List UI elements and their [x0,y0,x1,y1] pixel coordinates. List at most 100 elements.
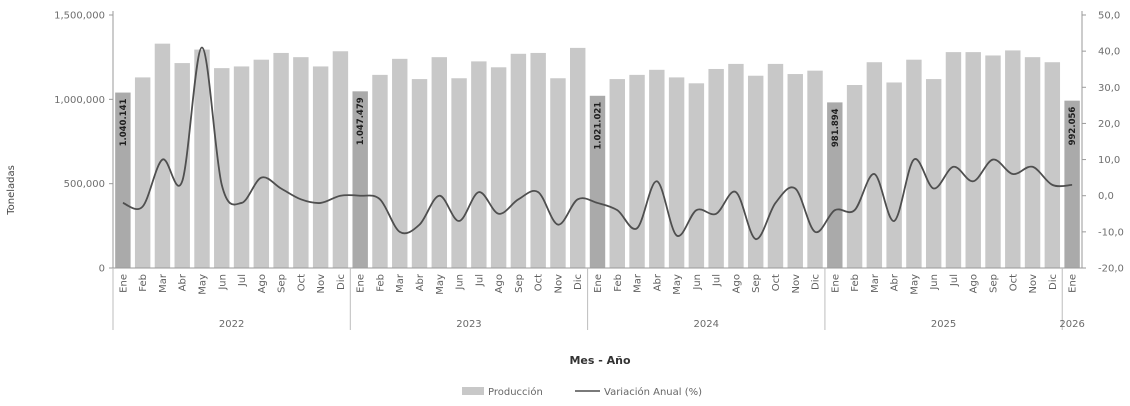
x-tick-label-month: Jul [712,274,723,287]
x-tick-label-month: Feb [613,274,624,292]
series-line-variacion-anual [122,46,1073,240]
bar-data-label: 1.021.021 [594,102,604,150]
bar-produccion [609,79,625,268]
x-tick-label-month: Nov [1028,274,1039,294]
bar-produccion [134,77,151,268]
x-tick-label-month: Ene [118,274,129,293]
bar-produccion [273,52,289,269]
x-tick-label-month: Sep [277,274,288,293]
bar-produccion [372,74,388,268]
bar-produccion [352,91,368,268]
bar-produccion [510,53,527,268]
y-right-tick-label: 40,0 [1098,47,1120,58]
bar-produccion [174,63,190,268]
bars-layer: 1.040.141 1.047.479 1.021.021 981.894 992.05… [115,43,1080,269]
x-tick-label-month: Ene [593,274,604,293]
bar-produccion [1044,62,1061,269]
x-tick-label-month: Mar [870,273,881,293]
x-year-label: 2023 [456,319,481,330]
bar-produccion [233,66,250,268]
x-tick-label-month: Dic [811,274,822,290]
x-tick-label-month: Abr [652,273,663,291]
y-right-tick-label: -10,0 [1098,227,1124,238]
x-axis-title: Mes - Año [569,354,631,367]
x-tick-label-month: May [672,274,683,295]
x-tick-label-month: Jul [237,274,248,287]
y-left-tick-label: 500,000 [64,179,105,190]
bar-produccion [115,92,131,268]
x-tick-label-month: Feb [850,274,861,292]
x-tick-label-month: Dic [1048,274,1059,290]
bar-produccion [866,62,883,269]
axes-layer: 0 500,000 1,000,000 1,500,000 -20,0 -10,0 0,0 1… [54,11,1124,330]
bar-produccion [570,47,586,268]
y-right-tick-label: -20,0 [1098,264,1124,275]
x-tick-label-month: Ene [830,274,841,293]
x-tick-label-month: Sep [989,274,1000,293]
x-tick-label-month: Jul [949,274,960,287]
x-tick-label-month: Ago [257,274,268,293]
bar-data-label: 1.040.141 [119,98,129,146]
x-year-label: 2024 [694,319,719,330]
bar-produccion [431,57,447,268]
x-tick-label-month: May [197,274,208,295]
bar-produccion [629,74,645,268]
legend-label-produccion: Producción [488,386,543,398]
x-year-label: 2022 [219,319,244,330]
bar-produccion [312,66,329,268]
x-tick-label-month: Mar [633,273,644,293]
bar-produccion [154,43,171,268]
bar-produccion [490,67,507,268]
x-tick-label-month: Abr [178,273,189,291]
bar-produccion [668,77,685,268]
bar-produccion [708,68,724,268]
bar-data-label: 992.056 [1068,107,1078,146]
x-tick-label-month: Oct [1008,274,1019,291]
bar-produccion [392,58,408,268]
bar-produccion [1064,100,1080,268]
bar-produccion [945,52,962,268]
bar-produccion [194,49,210,268]
legend: Producción Variación Anual (%) [462,386,702,398]
x-tick-label-month: Ago [969,274,980,293]
bar-produccion [332,51,349,269]
x-tick-label-month: Jun [455,274,466,291]
bar-produccion [649,69,665,268]
bar-produccion [846,85,863,268]
x-tick-label-month: Ene [356,274,367,293]
x-tick-label-month: May [435,274,446,295]
x-tick-label-month: Ago [494,274,505,293]
bar-produccion [767,63,784,268]
x-tick-label-month: Dic [336,274,347,290]
bar-produccion [1005,50,1021,268]
y-left-tick-label: 0 [99,264,105,275]
legend-label-variacion: Variación Anual (%) [604,386,702,398]
y-right-tick-label: 30,0 [1098,83,1120,94]
x-tick-label-month: Mar [395,273,406,293]
bar-produccion [471,61,487,268]
bar-produccion [827,102,843,268]
y-left-tick-label: 1,500,000 [54,11,105,22]
x-tick-label-month: Abr [890,273,901,291]
x-tick-label-month: Feb [375,274,386,292]
bar-produccion [293,57,309,268]
x-year-label: 2026 [1059,319,1084,330]
bar-produccion [589,95,606,268]
x-tick-label-month: Jun [217,274,228,291]
bar-data-label: 1.047.479 [356,97,366,145]
bar-produccion [985,55,1001,269]
bar-produccion [925,79,942,268]
x-tick-label-month: Sep [514,274,525,293]
x-tick-label-month: Nov [316,274,327,294]
bar-produccion [411,79,428,268]
bar-produccion [728,63,744,268]
x-tick-label-month: Mar [158,273,169,293]
line-layer [122,46,1073,240]
x-tick-label-month: Sep [751,274,762,293]
bar-produccion [1024,57,1041,268]
bar-produccion [787,74,803,268]
x-tick-label-month: Nov [791,274,802,294]
x-tick-label-month: Nov [553,274,564,294]
